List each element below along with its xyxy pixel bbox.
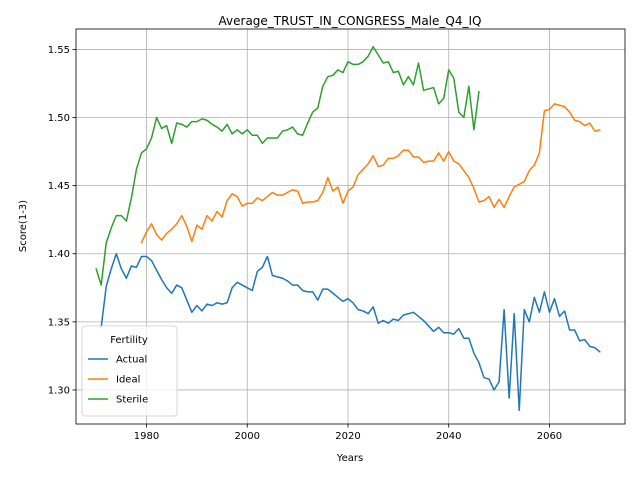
legend-label-actual: Actual: [116, 355, 147, 366]
series-lines: [95, 45, 601, 412]
grid: [76, 29, 625, 424]
x-axis-title: Years: [336, 453, 363, 464]
y-tick-label: 1.35: [48, 317, 70, 328]
axis-ticks: 1980 2000 2020 2040 2060 1.30 1.35 1.40 1.45 1.50…: [48, 45, 562, 442]
x-tick-label: 2020: [335, 431, 360, 442]
y-tick-label: 1.50: [48, 113, 70, 124]
y-axis-title: Score(1-3): [18, 200, 29, 252]
y-tick-label: 1.30: [48, 385, 70, 396]
legend-label-ideal: Ideal: [116, 375, 140, 386]
y-tick-label: 1.40: [48, 249, 70, 260]
x-tick-label: 2060: [537, 431, 562, 442]
series-line-actual: [100, 252, 601, 412]
x-tick-label: 2000: [235, 431, 260, 442]
y-tick-label: 1.45: [48, 181, 70, 192]
legend-box: [81, 325, 178, 417]
series-line-sterile: [95, 45, 480, 286]
legend-items: Actual Ideal Sterile: [88, 355, 148, 406]
legend: Fertility Actual Ideal Sterile: [81, 325, 178, 417]
legend-label-sterile: Sterile: [116, 395, 148, 406]
y-tick-label: 1.55: [48, 45, 70, 56]
plot-frame: [75, 28, 626, 425]
x-tick-label: 1980: [134, 431, 159, 442]
chart-title: Average_TRUST_IN_CONGRESS_Male_Q4_IQ: [219, 14, 482, 28]
x-tick-label: 2040: [436, 431, 461, 442]
legend-title: Fertility: [110, 335, 148, 346]
series-line-ideal: [140, 103, 601, 244]
